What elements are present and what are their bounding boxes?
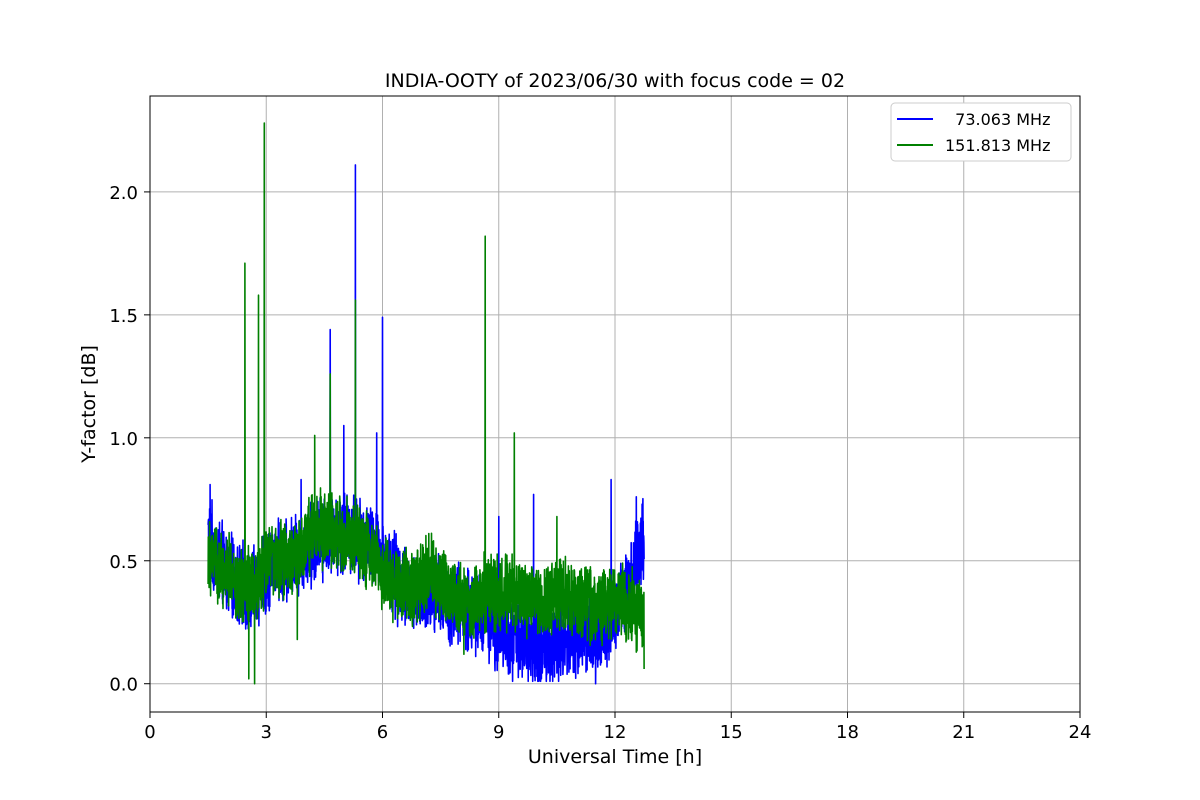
y-tick-label: 0.5 (109, 552, 138, 573)
x-tick-label: 18 (836, 722, 859, 743)
x-tick-label: 24 (1069, 722, 1092, 743)
legend-box (890, 102, 1072, 162)
x-tick-label: 15 (720, 722, 743, 743)
series-line-2 (207, 122, 645, 685)
x-tick-label: 0 (144, 722, 155, 743)
x-axis-label: Universal Time [h] (528, 746, 702, 768)
chart-title: INDIA-OOTY of 2023/06/30 with focus code… (385, 70, 845, 92)
legend-entry-1: 73.063 MHz (945, 110, 1050, 129)
x-tick-label: 9 (493, 722, 504, 743)
x-tick-label: 6 (377, 722, 388, 743)
y-tick-label: 1.0 (109, 429, 138, 450)
legend: 73.063 MHz 151.813 MHz (890, 102, 1072, 162)
y-tick-label: 1.5 (109, 306, 138, 327)
legend-entry-2: 151.813 MHz (945, 136, 1050, 155)
x-tick-label: 12 (604, 722, 627, 743)
y-axis-label: Y-factor [dB] (78, 345, 100, 464)
y-tick-label: 0.0 (109, 675, 138, 696)
y-tick-label: 2.0 (109, 183, 138, 204)
x-tick-label: 21 (952, 722, 975, 743)
ticks: 0 3 6 9 12 15 18 21 24 0.0 0.5 1.0 1.5 2.0 (109, 183, 1091, 743)
series-layer (207, 122, 645, 685)
x-tick-label: 3 (261, 722, 272, 743)
